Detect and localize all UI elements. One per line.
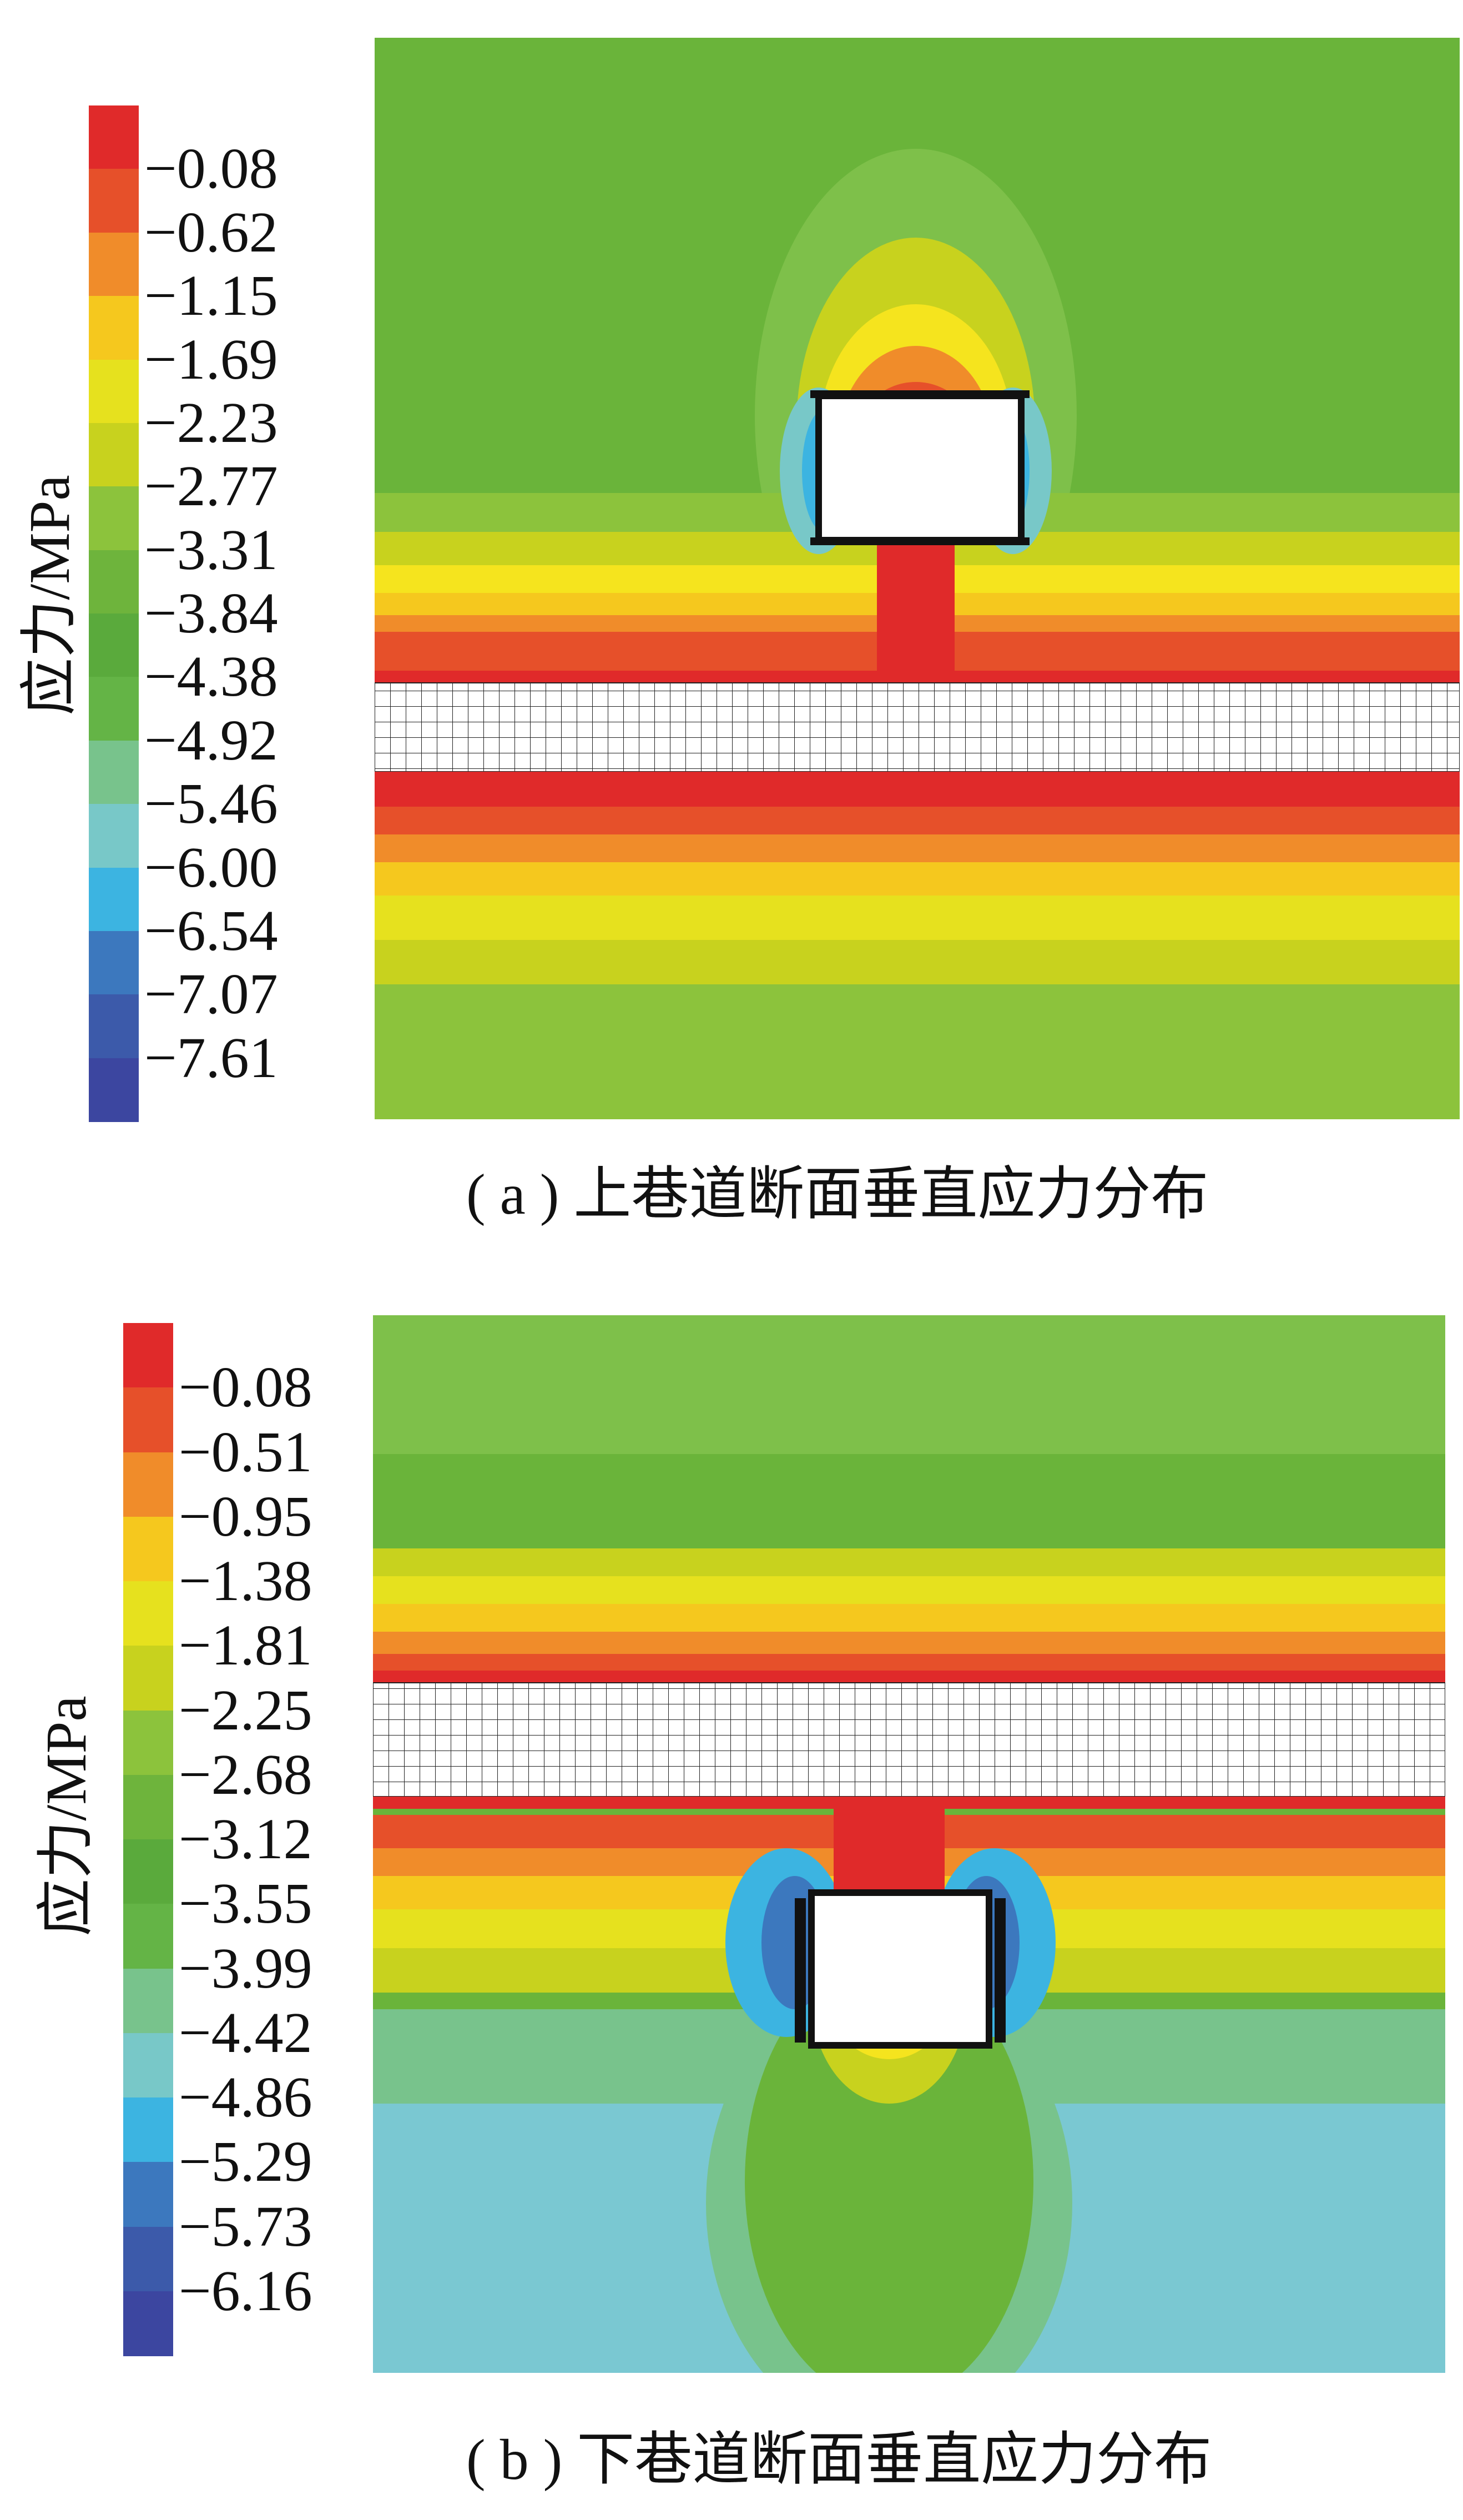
colorbar-swatch (123, 2033, 173, 2098)
colorbar-swatch (123, 2291, 173, 2356)
colorbar-swatch (89, 105, 139, 170)
colorbar-title-b: 应力/MPa (34, 1696, 98, 1936)
seam-edge (373, 1671, 1445, 1683)
colorbar-swatch (89, 867, 139, 932)
seam-edge (375, 671, 1460, 683)
contour-band (375, 807, 1460, 834)
colorbar-tick-label: −6.00 (144, 835, 278, 899)
stress-contour-plot-a (375, 38, 1460, 1119)
contour-band (375, 940, 1460, 984)
panel-b: −0.08 −0.51 −0.95 −1.38 −1.81 −2.25 −2.68 −3.12… (0, 1260, 1463, 2520)
contour-band (745, 1959, 1033, 2373)
colorbar-swatch (89, 486, 139, 551)
contour-svg-b (373, 1315, 1445, 2373)
colorbar-tick-label: −0.08 (144, 137, 278, 201)
colorbar-swatch (123, 1968, 173, 2034)
colorbar-tick-label: −3.31 (144, 517, 278, 582)
colorbar-swatch (89, 550, 139, 614)
seam-edge (375, 772, 1460, 784)
colorbar-swatch (89, 1058, 139, 1122)
roadway-opening (808, 1889, 992, 2049)
colorbar-swatch (123, 1323, 173, 1389)
colorbar-tick-label: −2.23 (144, 390, 278, 455)
colorbar-tick-label: −7.61 (144, 1025, 278, 1090)
colorbar-tick-label: −6.16 (179, 2259, 312, 2323)
colorbar-tick-label: −4.92 (144, 708, 278, 772)
colorbar-swatch (123, 1839, 173, 1905)
roadway-opening (815, 393, 1025, 544)
contour-band (877, 537, 955, 673)
colorbar-title-a: 应力/MPa (18, 475, 82, 716)
contour-band (375, 862, 1460, 896)
roadway-support (795, 1898, 806, 2043)
colorbar-swatch (89, 740, 139, 805)
colorbar-tick-label: −3.84 (144, 581, 278, 645)
colorbar-tick-label: −1.81 (179, 1613, 312, 1678)
contour-svg-a (375, 38, 1460, 1119)
colorbar-swatch (123, 2162, 173, 2227)
colorbar-legend-b: −0.08 −0.51 −0.95 −1.38 −1.81 −2.25 −2.68 −3.12… (123, 1323, 456, 2356)
colorbar-swatch (89, 359, 139, 424)
colorbar-swatch (123, 1516, 173, 1582)
panel-a: −0.08 −0.62 −1.15 −1.69 −2.23 −2.77 −3.31 −3.84… (18, 38, 1460, 1226)
colorbar-tick-label: −2.77 (144, 454, 278, 519)
colorbar-tick-label: −1.15 (144, 264, 278, 328)
colorbar-swatch (89, 422, 139, 487)
colorbar-tick-label: −2.25 (179, 1678, 312, 1742)
colorbar-swatch (123, 1581, 173, 1647)
colorbar-tick-label: −6.54 (144, 898, 278, 963)
colorbar-tick-label: −0.62 (144, 200, 278, 264)
contour-band (834, 1798, 945, 1898)
coal-seam-mesh (375, 682, 1460, 772)
colorbar-tick-label: −2.68 (179, 1742, 312, 1807)
stress-contour-plot-b (373, 1315, 1445, 2373)
colorbar-tick-label: −0.51 (179, 1420, 312, 1484)
colorbar-tick-label: −7.07 (144, 962, 278, 1027)
contour-band (375, 984, 1460, 1119)
colorbar-tick-label: −4.38 (144, 645, 278, 709)
colorbar-swatch (123, 2226, 173, 2292)
colorbar-swatch (89, 296, 139, 360)
colorbar-tick-label: −4.86 (179, 2065, 312, 2129)
contour-band (375, 896, 1460, 940)
caption-b: ( b ) 下巷道断面垂直应力分布 (466, 2428, 1212, 2492)
colorbar-swatch (123, 1710, 173, 1775)
colorbar-tick-label: −0.95 (179, 1484, 312, 1548)
seam-edge (373, 1797, 1445, 1809)
colorbar-tick-label: −4.42 (179, 2000, 312, 2065)
colorbar-tick-label: −0.08 (179, 1355, 312, 1420)
colorbar-swatch (123, 2098, 173, 2163)
colorbar-swatch (89, 994, 139, 1059)
colorbar-tick-label: −1.69 (144, 327, 278, 391)
contour-band (375, 834, 1460, 862)
roadway-support (810, 390, 1030, 398)
colorbar-swatch (123, 1646, 173, 1711)
colorbar-swatch (123, 1774, 173, 1840)
colorbar-tick-label: −1.38 (179, 1549, 312, 1613)
caption-a: ( a ) 上巷道断面垂直应力分布 (466, 1163, 1209, 1226)
contour-band (373, 1315, 1445, 1454)
colorbar-tick-label: −3.99 (179, 1936, 312, 2000)
roadway-support (995, 1898, 1006, 2043)
colorbar-swatch (89, 232, 139, 297)
colorbar-tick-label: −3.12 (179, 1807, 312, 1871)
roadway-support (810, 537, 1030, 545)
colorbar-swatch (89, 677, 139, 741)
coal-seam-mesh (373, 1682, 1445, 1797)
colorbar-swatch (89, 169, 139, 233)
colorbar-swatch (123, 1387, 173, 1453)
colorbar-tick-label: −5.29 (179, 2130, 312, 2194)
colorbar-swatch (123, 1904, 173, 1969)
colorbar-tick-label: −5.73 (179, 2194, 312, 2259)
colorbar-swatch (89, 804, 139, 868)
colorbar-swatch (123, 1452, 173, 1517)
colorbar-tick-label: −5.46 (144, 772, 278, 836)
colorbar-tick-label: −3.55 (179, 1872, 312, 1936)
colorbar-swatch (89, 613, 139, 678)
colorbar-legend-a: −0.08 −0.62 −1.15 −1.69 −2.23 −2.77 −3.31 −3.84… (89, 105, 422, 1122)
colorbar-swatch (89, 930, 139, 995)
